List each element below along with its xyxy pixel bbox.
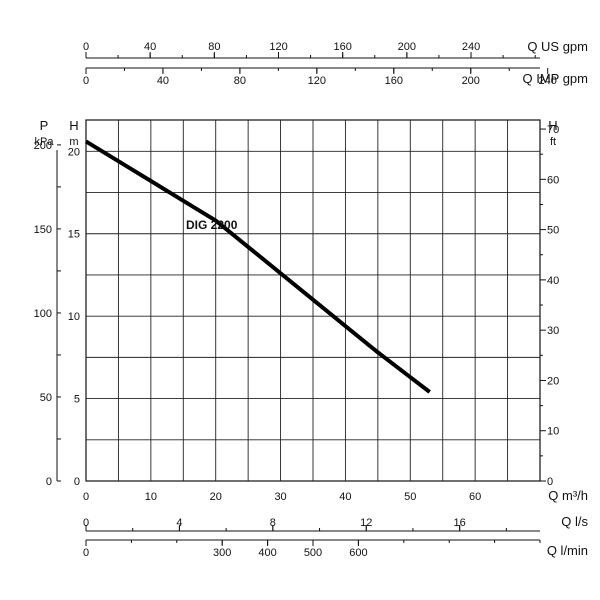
q_imp_gpm-tick-label: 160 [385,75,403,87]
right-head-axes: Hft 0 10 20 30 40 50 60 70 [540,118,559,488]
h-ft-tick-label: 0 [547,476,553,488]
q_lmin-tick-label: 300 [213,547,231,559]
q_ls-tick-label: 12 [360,517,372,529]
q_m3h-axis-title: Q m³/h [548,488,588,503]
bottom-flow-axes: 0 10 20 30 40 50 60 Q m³/h 0 4 8 12 16 Q l/s 0 300 400 50… [83,488,589,559]
q_ls-tick-label: 8 [270,517,276,529]
h-ft-tick-label: 70 [547,124,559,136]
h-ft-tick-label: 10 [547,426,559,438]
q_us_gpm-axis-title: Q US gpm [527,39,588,54]
q_m3h-tick-label: 50 [404,491,416,503]
h-m-tick-label: 15 [68,229,80,241]
q_ls-tick-label: 4 [176,517,182,529]
h-m-tick-label: 20 [68,146,80,158]
q_lmin-tick-label: 0 [83,547,89,559]
q_us_gpm-tick-label: 40 [144,41,156,53]
q_m3h-tick-label: 20 [210,491,222,503]
q_imp_gpm-tick-label: 240 [539,75,557,87]
series-layer: DIG 2200 [84,139,431,394]
h-ft-tick-label: 50 [547,225,559,237]
q_us_gpm-tick-label: 0 [83,41,89,53]
p-tick-label: 200 [34,140,52,152]
q_us_gpm-tick-label: 240 [462,41,480,53]
p-axis-title: P [40,118,49,133]
h-ft-tick-label: 60 [547,174,559,186]
q_m3h-tick-label: 10 [145,491,157,503]
q_us_gpm-tick-label: 160 [333,41,351,53]
q_m3h-tick-label: 0 [83,491,89,503]
q_us_gpm-tick-label: 80 [208,41,220,53]
h-ft-axis-title: H [548,118,557,133]
series-line-dig-2200 [84,139,431,394]
q_imp_gpm-tick-label: 80 [234,75,246,87]
q_imp_gpm-tick-label: 120 [308,75,326,87]
q_ls-tick-label: 16 [454,517,466,529]
q_lmin-tick-label: 500 [304,547,322,559]
p-tick-label: 0 [46,476,52,488]
q_imp_gpm-tick-label: 0 [83,75,89,87]
h-ft-tick-label: 20 [547,375,559,387]
h-m-axis-title: H [69,118,78,133]
q_lmin-axis-title: Q l/min [547,543,588,558]
top-flow-axes: 0 40 80 120 160 200 240 Q US gpm 0 40 80 120 160 200 2… [83,39,588,87]
series-label-dig-2200: DIG 2200 [186,218,238,232]
p-tick-label: 50 [40,392,52,404]
q_us_gpm-tick-label: 120 [269,41,287,53]
p-tick-label: 150 [34,224,52,236]
q_ls-tick-label: 0 [83,517,89,529]
q_lmin-tick-label: 400 [258,547,276,559]
q_m3h-tick-label: 60 [469,491,481,503]
h-ft-tick-label: 40 [547,275,559,287]
q_imp_gpm-tick-label: 200 [462,75,480,87]
p-tick-label: 100 [34,308,52,320]
h-m-tick-label: 0 [74,476,80,488]
h-m-axis-unit: m [69,136,78,148]
q_imp_gpm-axis-title: Q IMP gpm [522,71,588,86]
q_m3h-tick-label: 30 [274,491,286,503]
q_imp_gpm-tick-label: 40 [157,75,169,87]
plot-grid [85,119,541,482]
h-ft-axis-unit: ft [550,136,556,148]
q_us_gpm-tick-label: 200 [398,41,416,53]
h-ft-tick-label: 30 [547,325,559,337]
p-axis-unit: kPa [35,136,55,148]
q_m3h-tick-label: 40 [339,491,351,503]
h-m-tick-label: 5 [74,394,80,406]
q_lmin-tick-label: 600 [349,547,367,559]
q_ls-axis-title: Q l/s [561,514,588,529]
h-m-tick-label: 10 [68,311,80,323]
